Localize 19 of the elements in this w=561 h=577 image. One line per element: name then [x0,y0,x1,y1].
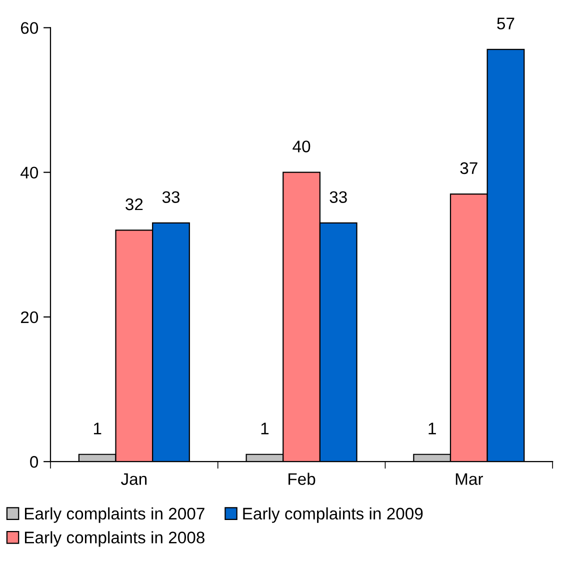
data-label: 40 [292,140,310,152]
data-label: 32 [126,198,143,210]
legend-label: Early complaints in 2007 [24,507,204,523]
legend-label: Early complaints in 2008 [24,531,204,547]
data-label: 33 [330,191,347,203]
y-tick-label: 20 [20,311,38,324]
data-label: 33 [162,191,180,203]
y-tick-label: 0 [30,456,38,468]
data-label: 1 [261,422,269,434]
x-tick-label: Mar [456,473,483,485]
y-tick-label: 40 [20,166,38,179]
y-tick-label: 60 [20,22,38,34]
data-label: 1 [94,422,102,434]
data-label: 1 [428,422,436,434]
data-label: 37 [460,162,478,174]
x-tick-label: Jan [121,473,147,485]
data-label: 57 [497,18,514,30]
legend-label: Early complaints in 2009 [243,507,423,523]
x-tick-label: Feb [288,472,316,485]
